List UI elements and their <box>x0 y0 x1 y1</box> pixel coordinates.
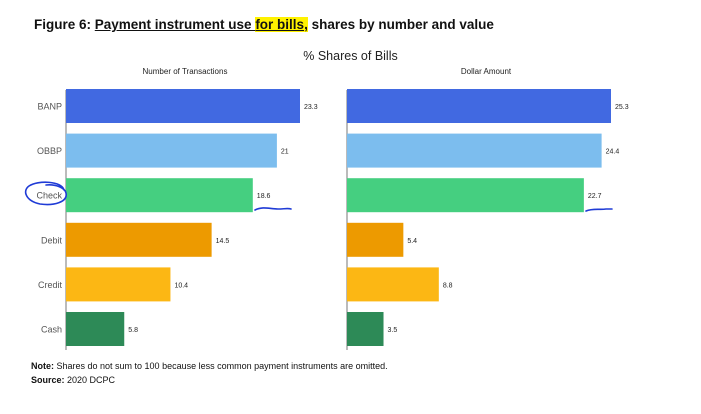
value-label-2-debit: 5.4 <box>407 238 417 245</box>
figure-source: Source: 2020 DCPC <box>31 375 115 385</box>
chart-suptitle: % Shares of Bills <box>303 49 398 63</box>
value-label-1-obbp: 21 <box>281 149 289 156</box>
panel-title-2: Dollar Amount <box>461 67 512 76</box>
note-label: Note: <box>31 361 54 371</box>
bar-2-debit <box>347 222 404 257</box>
bar-2-credit <box>347 267 439 302</box>
figure-title-part2: shares by number and value <box>307 17 494 32</box>
bar-1-check <box>66 178 253 213</box>
pen-underline-annotation-2 <box>585 208 613 212</box>
category-label-debit: Debit <box>41 235 63 245</box>
figure-title: Figure 6: Payment instrument use for bil… <box>34 17 494 32</box>
value-label-2-check: 22.7 <box>588 193 602 200</box>
bar-2-obbp <box>347 133 602 168</box>
source-label: Source: <box>31 375 65 385</box>
value-label-2-cash: 3.5 <box>388 327 398 334</box>
figure-title-prefix: Figure 6: <box>34 17 95 32</box>
value-label-1-cash: 5.8 <box>128 327 138 334</box>
value-label-1-debit: 14.5 <box>216 238 230 245</box>
figure-title-part1: Payment instrument use <box>94 17 256 32</box>
bar-2-banp <box>347 89 611 123</box>
category-label-banp: BANP <box>37 102 62 112</box>
source-text: 2020 DCPC <box>64 375 116 385</box>
figure-note: Note: Shares do not sum to 100 because l… <box>31 361 388 371</box>
value-label-2-credit: 8.8 <box>443 282 453 289</box>
pen-circle-annotation <box>24 181 67 206</box>
bar-1-credit <box>66 267 171 302</box>
panel-title-1: Number of Transactions <box>143 67 228 76</box>
bar-1-banp <box>66 89 300 123</box>
value-label-2-obbp: 24.4 <box>606 149 620 156</box>
category-label-cash: Cash <box>41 325 62 335</box>
value-label-1-check: 18.6 <box>257 193 271 200</box>
value-label-1-banp: 23.3 <box>304 104 318 111</box>
bar-1-debit <box>66 222 212 257</box>
note-text: Shares do not sum to 100 because less co… <box>54 361 388 371</box>
bar-2-cash <box>347 312 384 346</box>
bar-2-check <box>347 178 584 213</box>
bar-1-obbp <box>66 133 277 168</box>
value-label-1-credit: 10.4 <box>174 282 188 289</box>
bar-1-cash <box>66 312 125 346</box>
category-label-credit: Credit <box>38 280 63 290</box>
pen-underline-annotation-1 <box>254 207 292 211</box>
category-label-check: Check <box>36 191 62 201</box>
value-label-2-banp: 25.3 <box>615 104 629 111</box>
figure-title-highlight: for bills, <box>255 17 308 32</box>
category-label-obbp: OBBP <box>37 146 62 156</box>
